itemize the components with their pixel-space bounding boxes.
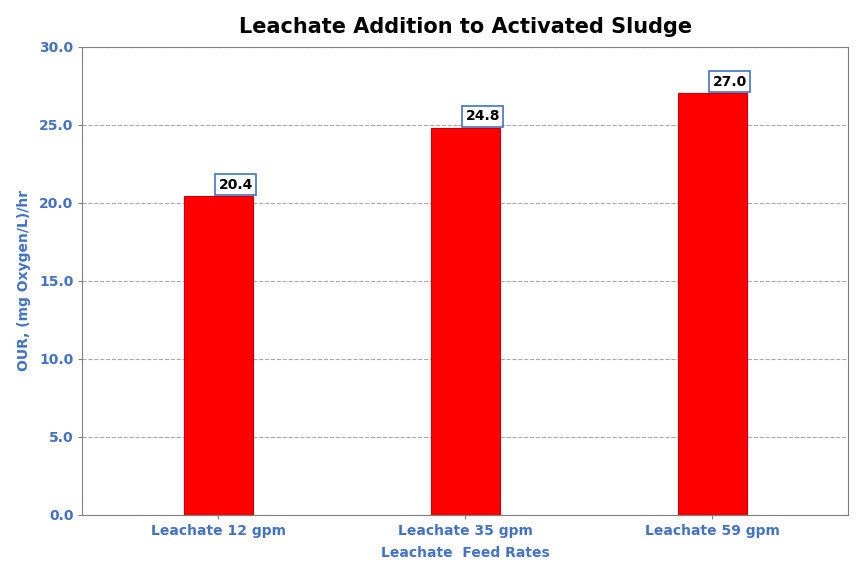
Bar xyxy=(431,128,500,515)
Bar xyxy=(678,93,747,515)
Text: 20.4: 20.4 xyxy=(218,178,253,192)
Text: 24.8: 24.8 xyxy=(465,109,500,123)
Title: Leachate Addition to Activated Sludge: Leachate Addition to Activated Sludge xyxy=(239,17,692,37)
Bar xyxy=(183,196,253,515)
Y-axis label: OUR, (mg Oxygen/L)/hr: OUR, (mg Oxygen/L)/hr xyxy=(16,190,30,372)
X-axis label: Leachate  Feed Rates: Leachate Feed Rates xyxy=(381,546,550,560)
Text: 27.0: 27.0 xyxy=(713,74,746,89)
